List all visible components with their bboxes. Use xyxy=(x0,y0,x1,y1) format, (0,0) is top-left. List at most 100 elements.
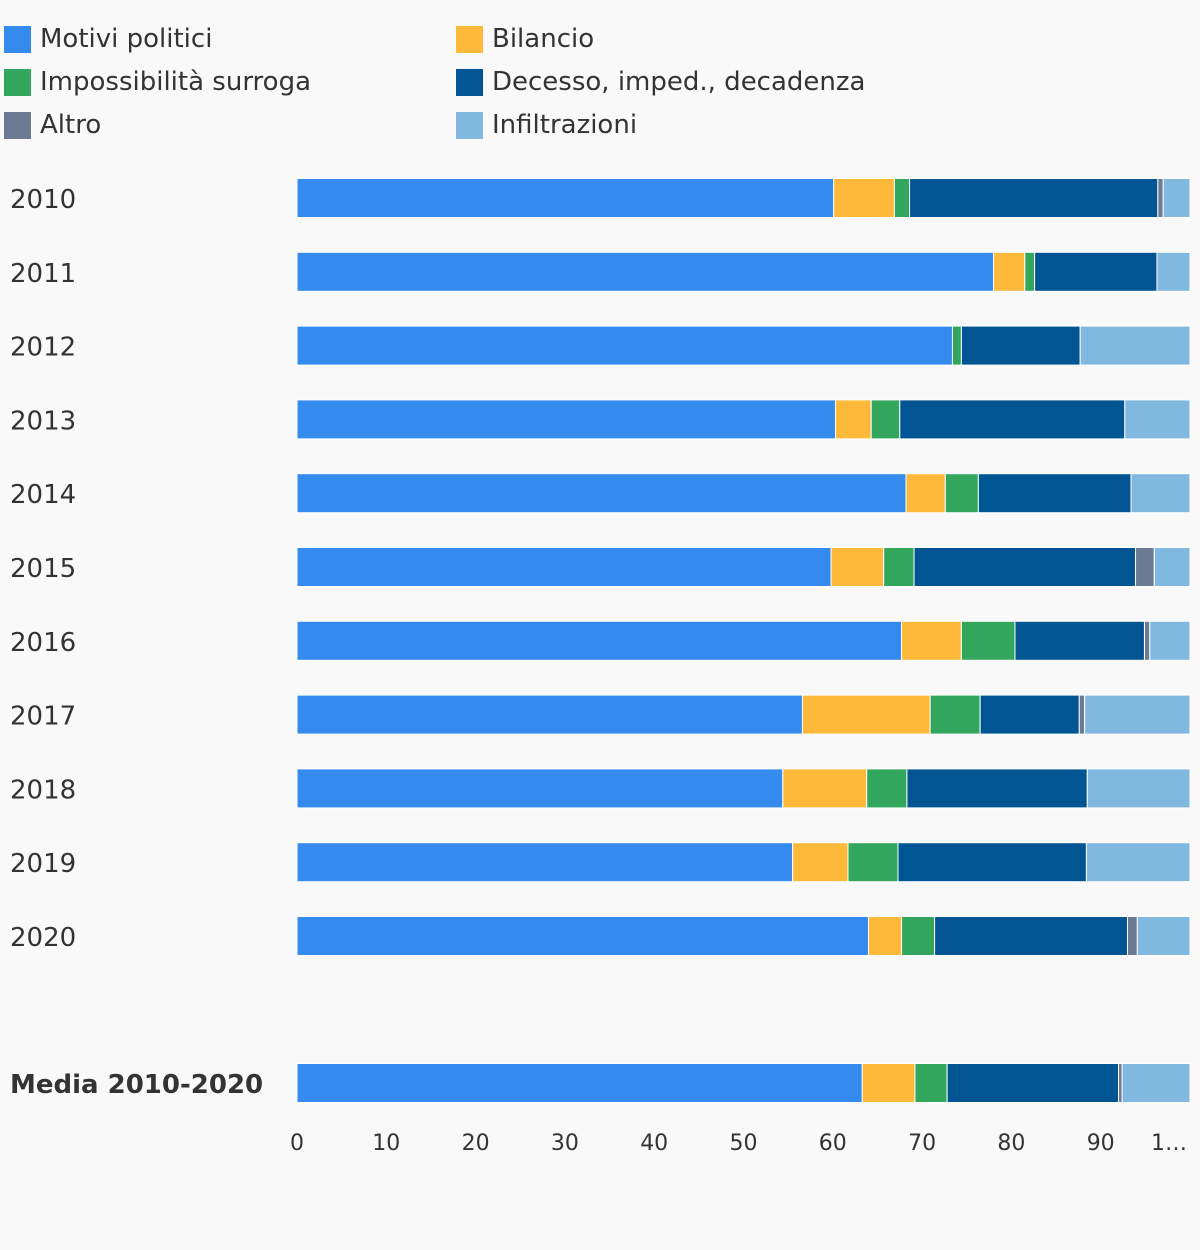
bar-segment xyxy=(1079,325,1191,366)
bar-segment xyxy=(913,547,1137,587)
category-label: 2018 xyxy=(10,775,76,805)
category-label: Media 2010-2020 xyxy=(10,1070,263,1100)
legend-swatch xyxy=(456,25,483,53)
bar-segment xyxy=(868,916,903,956)
bar-segment xyxy=(296,1063,863,1103)
legend-item: Bilancio xyxy=(456,24,594,54)
bar-segment xyxy=(906,768,1088,809)
bar-segment xyxy=(883,547,915,587)
bar-segment xyxy=(833,178,895,218)
bar-segment xyxy=(866,768,908,809)
legend-swatch xyxy=(4,68,31,96)
bar-segment xyxy=(1118,1063,1123,1103)
bar-segment xyxy=(296,473,907,514)
legend-label: Infiltrazioni xyxy=(492,110,638,140)
bar-segment xyxy=(1130,473,1191,514)
category-label: 2010 xyxy=(10,185,76,215)
x-tick-label: 10 xyxy=(372,1131,400,1156)
bar-segment xyxy=(861,1063,916,1103)
legend-label: Altro xyxy=(40,110,102,140)
x-tick-label: 70 xyxy=(908,1131,936,1156)
x-tick-label: 90 xyxy=(1087,1131,1115,1156)
legend-item: Infiltrazioni xyxy=(456,110,637,140)
bar-segment xyxy=(834,399,872,440)
bar-segment xyxy=(1121,1063,1191,1103)
x-tick-label: 60 xyxy=(819,1131,847,1156)
bar-segment xyxy=(1085,842,1191,883)
bar-segment xyxy=(1034,251,1158,292)
bar-segment xyxy=(801,694,931,735)
bar-segment xyxy=(944,473,979,514)
bar-segment xyxy=(847,842,899,883)
bar-segment xyxy=(960,620,1016,661)
bar-segment xyxy=(893,178,911,218)
category-label: 2013 xyxy=(10,406,76,436)
x-tick-label: 40 xyxy=(640,1131,668,1156)
bar-segment xyxy=(909,178,1159,218)
legend-swatch xyxy=(4,25,31,53)
category-label: 2014 xyxy=(10,480,76,510)
bar-segment xyxy=(1157,178,1164,218)
bar-segment xyxy=(296,325,953,366)
bar-segment xyxy=(901,620,962,661)
bar-segment xyxy=(901,916,936,956)
legend-label: Bilancio xyxy=(492,24,595,54)
category-label: 2016 xyxy=(10,628,76,658)
category-label: 2020 xyxy=(10,923,76,953)
category-label: 2017 xyxy=(10,702,76,732)
bar-segment xyxy=(1014,620,1145,661)
category-label: 2019 xyxy=(10,849,76,879)
bar-segment xyxy=(296,547,832,587)
bar-segment xyxy=(1162,178,1191,218)
legend-swatch xyxy=(4,111,31,139)
category-label: 2015 xyxy=(10,554,76,584)
bar-segment xyxy=(897,842,1087,883)
x-tick-label: 20 xyxy=(462,1131,490,1156)
bar-segment xyxy=(993,251,1026,292)
legend: Motivi politici Bilancio Impossibilità sur… xyxy=(0,0,1200,150)
bar-segment xyxy=(870,399,901,440)
bar-segment xyxy=(296,842,794,883)
bar-segment xyxy=(899,399,1126,440)
bar-segment xyxy=(1135,547,1155,587)
bar-segment xyxy=(905,473,946,514)
bar-segment xyxy=(1126,916,1138,956)
bar-segment xyxy=(946,1063,1120,1103)
x-tick-label: 30 xyxy=(551,1131,579,1156)
bar-segment xyxy=(830,547,885,587)
category-label: 2011 xyxy=(10,259,76,289)
bar-segment xyxy=(960,325,1081,366)
bar-segment xyxy=(979,694,1080,735)
legend-swatch xyxy=(456,68,483,96)
category-label: 2012 xyxy=(10,333,76,363)
bar-segment xyxy=(1086,768,1191,809)
bar-segment xyxy=(1124,399,1191,440)
bar-segment xyxy=(296,399,836,440)
bar-segment xyxy=(934,916,1128,956)
bar-segment xyxy=(296,178,835,218)
bar-segment xyxy=(296,694,803,735)
bar-segment xyxy=(296,768,784,809)
x-tick-label: 50 xyxy=(730,1131,758,1156)
x-tick-label: 1… xyxy=(1151,1131,1187,1156)
bar-segment xyxy=(782,768,868,809)
bar-segment xyxy=(929,694,981,735)
legend-swatch xyxy=(456,111,483,139)
x-tick-label: 80 xyxy=(997,1131,1025,1156)
bar-segment xyxy=(792,842,849,883)
legend-item: Motivi politici xyxy=(4,24,212,54)
bar-segment xyxy=(977,473,1132,514)
bar-segment xyxy=(296,620,903,661)
bar-segment xyxy=(914,1063,948,1103)
bar-segment xyxy=(296,916,870,956)
bar-segment xyxy=(1136,916,1191,956)
legend-label: Motivi politici xyxy=(40,24,213,54)
bar-segment xyxy=(1078,694,1086,735)
legend-label: Decesso, imped., decadenza xyxy=(492,67,866,97)
bar-segment xyxy=(1024,251,1036,292)
bar-segment xyxy=(1149,620,1191,661)
legend-label: Impossibilità surroga xyxy=(40,67,312,97)
bar-segment xyxy=(1084,694,1191,735)
bar-segment xyxy=(951,325,962,366)
